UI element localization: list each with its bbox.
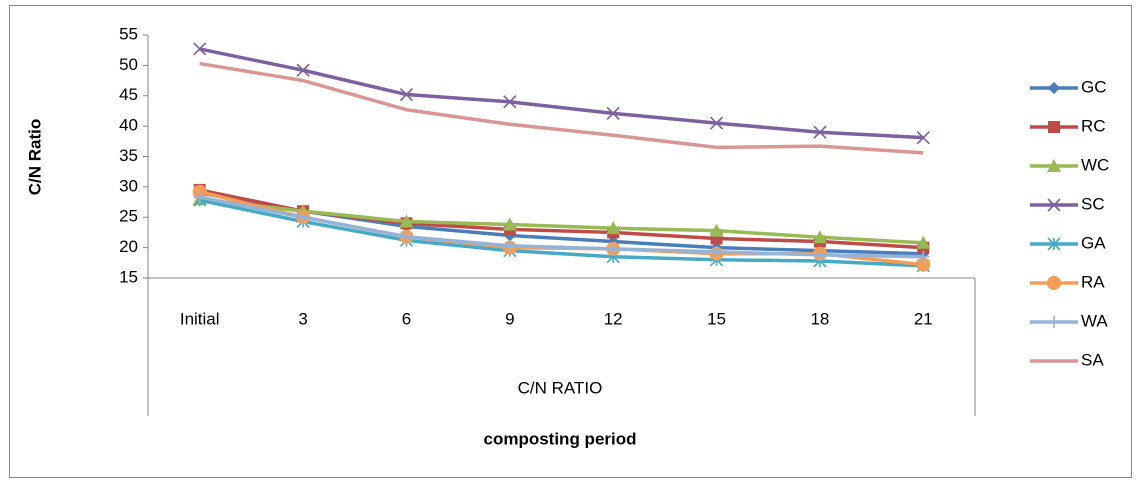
marker (1047, 237, 1061, 251)
y-tick-label: 20 (119, 237, 138, 256)
marker (193, 191, 206, 204)
marker (297, 211, 310, 224)
legend-label: WC (1081, 155, 1109, 174)
marker (1047, 198, 1061, 212)
x-tick-label: Initial (180, 309, 220, 328)
x-tick-label: 18 (810, 309, 829, 328)
marker (606, 221, 621, 235)
marker (1048, 82, 1060, 94)
y-tick-label: 30 (119, 176, 138, 195)
y-tick-label: 50 (119, 55, 138, 74)
marker (812, 230, 827, 244)
legend-label: SC (1081, 194, 1105, 213)
marker (916, 235, 931, 249)
marker (502, 217, 517, 231)
marker (709, 223, 724, 237)
series-line (199, 198, 924, 268)
marker (296, 63, 310, 77)
x-tick-label: 21 (914, 309, 933, 328)
series-line (199, 195, 924, 259)
x-tick-label: 6 (402, 309, 411, 328)
marker (916, 131, 930, 145)
y-tick-label: 25 (119, 207, 138, 226)
marker (607, 242, 620, 255)
marker (400, 230, 413, 243)
marker (917, 250, 930, 263)
marker (813, 125, 827, 139)
marker (1047, 276, 1061, 290)
legend-label: GC (1081, 77, 1107, 96)
marker (503, 95, 517, 109)
legend-label: WA (1081, 311, 1108, 330)
x-tick-label: 9 (505, 309, 514, 328)
series-line (199, 197, 924, 245)
legend-label: RA (1081, 272, 1105, 291)
chart-frame (9, 5, 1132, 478)
x-tick-label: 3 (298, 309, 307, 328)
series-line (199, 61, 924, 155)
legend-label: RC (1081, 116, 1106, 135)
y-tick-label: 15 (119, 267, 138, 286)
marker (606, 106, 620, 120)
y-tick-label: 45 (119, 85, 138, 104)
marker (399, 87, 414, 102)
marker (813, 248, 826, 261)
legend-label: GA (1081, 233, 1106, 252)
marker (916, 257, 931, 272)
marker (710, 245, 723, 258)
series-line (199, 47, 924, 140)
marker (399, 214, 414, 228)
y-tick-label: 35 (119, 146, 138, 165)
marker (503, 239, 516, 252)
y-tick-label: 55 (119, 24, 138, 43)
legend-label: SA (1081, 350, 1104, 369)
marker (193, 42, 207, 56)
x-axis-title: composting period (484, 429, 637, 448)
y-axis-title: C/N Ratio (25, 119, 44, 196)
y-tick-label: 40 (119, 116, 138, 135)
marker (709, 116, 724, 130)
x-tick-label: 15 (707, 309, 726, 328)
marker (1048, 121, 1060, 133)
x-tick-label: 12 (604, 309, 623, 328)
category-group-label: C/N RATIO (518, 378, 603, 397)
marker (1048, 316, 1060, 328)
marker (1047, 159, 1061, 172)
